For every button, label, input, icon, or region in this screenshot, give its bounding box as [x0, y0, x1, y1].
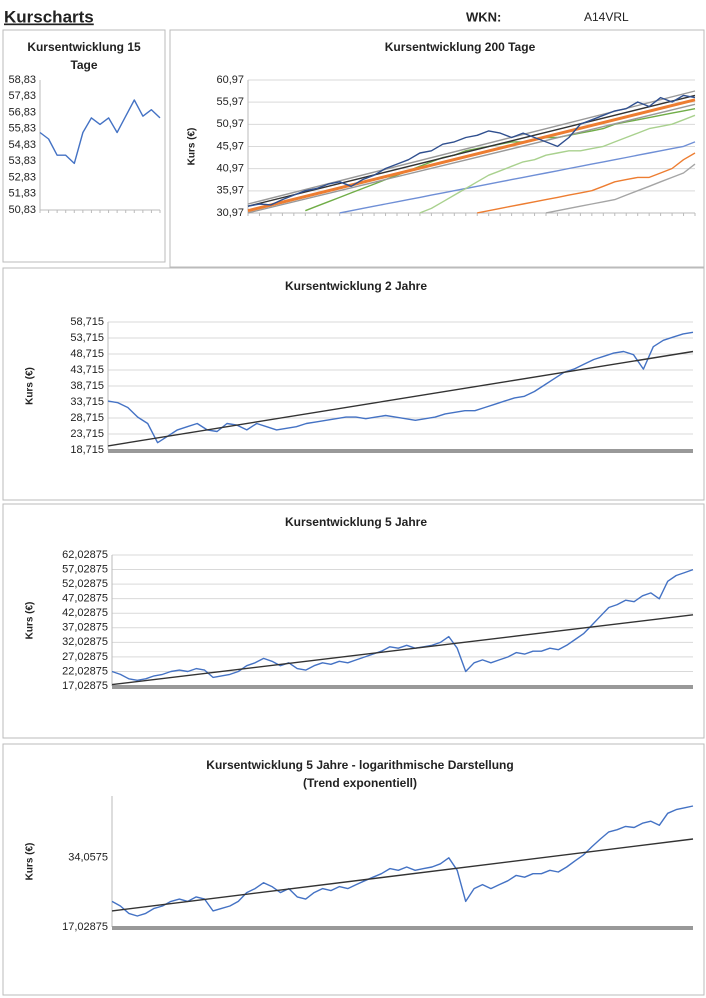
y-tick-label: 56,83: [8, 106, 36, 118]
y-axis-label: Kurs (€): [25, 843, 36, 881]
y-tick-label: 52,02875: [62, 578, 108, 590]
series-line: [339, 141, 696, 214]
y-tick-label: 22,02875: [62, 665, 108, 677]
y-tick-label: 52,83: [8, 171, 36, 183]
y-tick-label: 28,715: [70, 412, 104, 424]
chart-frame: [169, 29, 705, 268]
y-tick-label: 38,715: [70, 380, 104, 392]
chart-frame: [2, 267, 705, 501]
y-tick-label: 58,715: [70, 316, 104, 328]
y-tick-label: 50,97: [216, 118, 244, 130]
chart-frame: [2, 503, 705, 739]
page-title: Kurscharts: [4, 7, 94, 26]
series-line: [247, 98, 696, 213]
y-tick-label: 62,02875: [62, 549, 108, 561]
series-line: [111, 568, 694, 681]
y-tick-label: 43,715: [70, 364, 104, 376]
y-tick-label: 51,83: [8, 188, 36, 200]
y-tick-label: 45,97: [216, 140, 244, 152]
chart-title: Kursentwicklung 200 Tage: [385, 40, 536, 54]
chart-title: Kursentwicklung 5 Jahre - logarithmische…: [206, 758, 513, 772]
chart-frame: [2, 29, 166, 263]
y-axis-label: Kurs (€): [25, 602, 36, 640]
y-axis-label: Kurs (€): [25, 367, 36, 405]
y-tick-label: 55,83: [8, 123, 36, 135]
chart-title: Kursentwicklung 15: [27, 40, 141, 54]
y-tick-label: 34,0575: [68, 851, 108, 863]
series-line: [107, 331, 694, 444]
y-tick-label: 33,715: [70, 396, 104, 408]
series-line: [247, 94, 696, 207]
y-tick-label: 18,715: [70, 444, 104, 456]
y-tick-label: 57,02875: [62, 563, 108, 575]
y-tick-label: 32,02875: [62, 636, 108, 648]
y-tick-label: 57,83: [8, 90, 36, 102]
series-line: [247, 103, 696, 214]
y-tick-label: 53,83: [8, 155, 36, 167]
y-tick-label: 50,83: [8, 204, 36, 216]
y-tick-label: 30,97: [216, 207, 244, 219]
series-line: [545, 163, 696, 214]
y-axis-label: Kurs (€): [187, 128, 198, 166]
series-line: [111, 614, 694, 686]
series-line: [111, 838, 694, 912]
chart-title: Kursentwicklung 5 Jahre: [285, 515, 427, 529]
chart-title: (Trend exponentiell): [303, 776, 417, 790]
y-tick-label: 35,97: [216, 185, 244, 197]
series-line: [477, 152, 696, 214]
wkn-label: WKN:: [466, 9, 501, 24]
y-tick-label: 54,83: [8, 139, 36, 151]
y-tick-label: 23,715: [70, 428, 104, 440]
y-tick-label: 48,715: [70, 348, 104, 360]
y-tick-label: 60,97: [216, 74, 244, 86]
series-line: [39, 99, 161, 165]
series-line: [419, 114, 696, 214]
y-tick-label: 42,02875: [62, 607, 108, 619]
y-tick-label: 40,97: [216, 163, 244, 175]
chart-title: Tage: [70, 58, 97, 72]
y-tick-label: 17,02875: [62, 921, 108, 933]
y-tick-label: 53,715: [70, 332, 104, 344]
y-tick-label: 27,02875: [62, 651, 108, 663]
series-line: [107, 350, 694, 447]
y-tick-label: 37,02875: [62, 622, 108, 634]
wkn: A14VRL: [584, 10, 629, 24]
y-tick-label: 55,97: [216, 96, 244, 108]
y-tick-label: 17,02875: [62, 680, 108, 692]
chart-frame: [2, 743, 705, 996]
series-line: [247, 94, 696, 207]
y-tick-label: 58,83: [8, 74, 36, 86]
y-tick-label: 47,02875: [62, 593, 108, 605]
series-line: [111, 805, 694, 917]
chart-title: Kursentwicklung 2 Jahre: [285, 279, 427, 293]
